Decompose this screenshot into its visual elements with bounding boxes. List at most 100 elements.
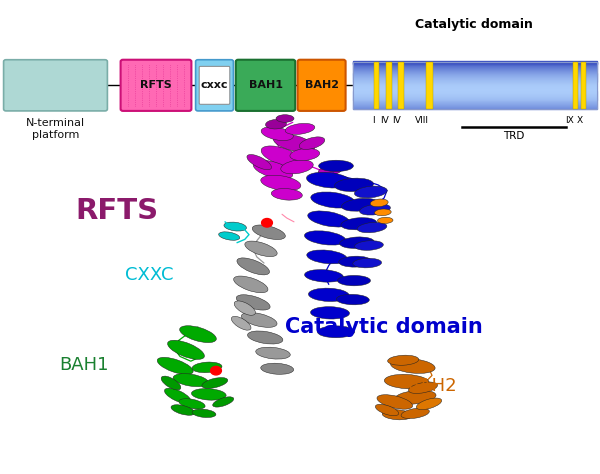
Bar	[353, 98, 597, 100]
Bar	[353, 63, 597, 64]
Ellipse shape	[266, 119, 286, 129]
Bar	[386, 62, 392, 109]
Ellipse shape	[245, 241, 277, 256]
Bar	[353, 82, 597, 83]
Text: VIII: VIII	[415, 116, 430, 125]
Bar	[353, 91, 597, 92]
Ellipse shape	[261, 127, 293, 140]
Bar	[398, 62, 404, 109]
Bar	[353, 106, 597, 107]
Bar	[353, 108, 597, 109]
Bar	[353, 107, 597, 108]
Bar	[353, 100, 597, 101]
Bar	[353, 93, 597, 95]
Ellipse shape	[305, 270, 343, 282]
Bar	[353, 72, 597, 73]
Ellipse shape	[281, 160, 313, 174]
Bar	[353, 92, 597, 94]
Bar	[353, 85, 597, 86]
Text: BAH1: BAH1	[59, 356, 109, 374]
Bar	[374, 62, 379, 109]
FancyBboxPatch shape	[121, 60, 191, 111]
Circle shape	[211, 366, 221, 375]
Bar	[353, 97, 597, 99]
Ellipse shape	[340, 237, 374, 248]
Bar	[353, 99, 597, 100]
Text: RFTS: RFTS	[76, 197, 158, 225]
Ellipse shape	[318, 165, 342, 176]
FancyBboxPatch shape	[4, 60, 107, 111]
Text: IV: IV	[392, 116, 401, 125]
Text: IV: IV	[380, 116, 389, 125]
Bar	[353, 90, 597, 91]
Text: I: I	[372, 116, 374, 125]
Text: BAH2: BAH2	[305, 80, 338, 91]
Ellipse shape	[164, 388, 191, 403]
Bar	[353, 79, 597, 81]
Ellipse shape	[308, 211, 350, 227]
Bar	[353, 80, 597, 82]
Ellipse shape	[261, 175, 301, 191]
Ellipse shape	[248, 331, 283, 344]
Ellipse shape	[179, 399, 205, 409]
Bar	[353, 71, 597, 72]
FancyBboxPatch shape	[236, 60, 295, 111]
Ellipse shape	[409, 382, 437, 393]
Bar	[581, 62, 586, 109]
Bar	[353, 62, 597, 64]
Bar	[353, 86, 597, 87]
Ellipse shape	[285, 123, 315, 135]
Bar	[353, 77, 597, 79]
Ellipse shape	[299, 137, 325, 149]
Ellipse shape	[192, 362, 222, 373]
Ellipse shape	[256, 347, 290, 359]
Text: N-terminal
platform: N-terminal platform	[26, 118, 85, 140]
Bar	[353, 68, 597, 69]
Ellipse shape	[355, 241, 383, 250]
Bar	[353, 74, 597, 76]
FancyBboxPatch shape	[196, 60, 233, 111]
Ellipse shape	[173, 374, 208, 387]
Bar	[353, 75, 597, 77]
Bar	[353, 104, 597, 105]
Ellipse shape	[311, 307, 349, 319]
Ellipse shape	[391, 358, 435, 374]
Ellipse shape	[290, 148, 320, 161]
Ellipse shape	[192, 409, 216, 418]
Ellipse shape	[191, 389, 226, 400]
Bar	[573, 62, 578, 109]
Ellipse shape	[161, 376, 181, 390]
Ellipse shape	[252, 225, 286, 239]
Ellipse shape	[377, 395, 413, 409]
Text: RFTS: RFTS	[140, 80, 172, 91]
Ellipse shape	[157, 357, 193, 374]
Ellipse shape	[236, 295, 270, 310]
Ellipse shape	[382, 410, 412, 420]
Bar	[353, 81, 597, 82]
Ellipse shape	[335, 178, 373, 191]
Bar	[353, 78, 597, 80]
Ellipse shape	[271, 189, 302, 200]
Bar	[353, 105, 597, 106]
Ellipse shape	[394, 390, 436, 404]
Ellipse shape	[241, 312, 277, 328]
Ellipse shape	[341, 198, 379, 211]
Ellipse shape	[218, 232, 240, 240]
Ellipse shape	[337, 275, 371, 286]
Bar	[353, 94, 597, 96]
FancyBboxPatch shape	[199, 66, 230, 104]
Ellipse shape	[233, 276, 268, 293]
Ellipse shape	[374, 209, 391, 216]
Ellipse shape	[353, 258, 382, 268]
Ellipse shape	[376, 404, 398, 416]
Bar	[353, 84, 597, 85]
Ellipse shape	[377, 217, 393, 224]
Bar	[353, 73, 597, 74]
Text: cxxc: cxxc	[201, 80, 228, 91]
Ellipse shape	[261, 363, 293, 374]
Bar	[353, 73, 597, 75]
Ellipse shape	[357, 222, 387, 233]
Text: IX: IX	[565, 116, 574, 125]
Bar	[353, 101, 597, 102]
Bar	[353, 67, 597, 68]
